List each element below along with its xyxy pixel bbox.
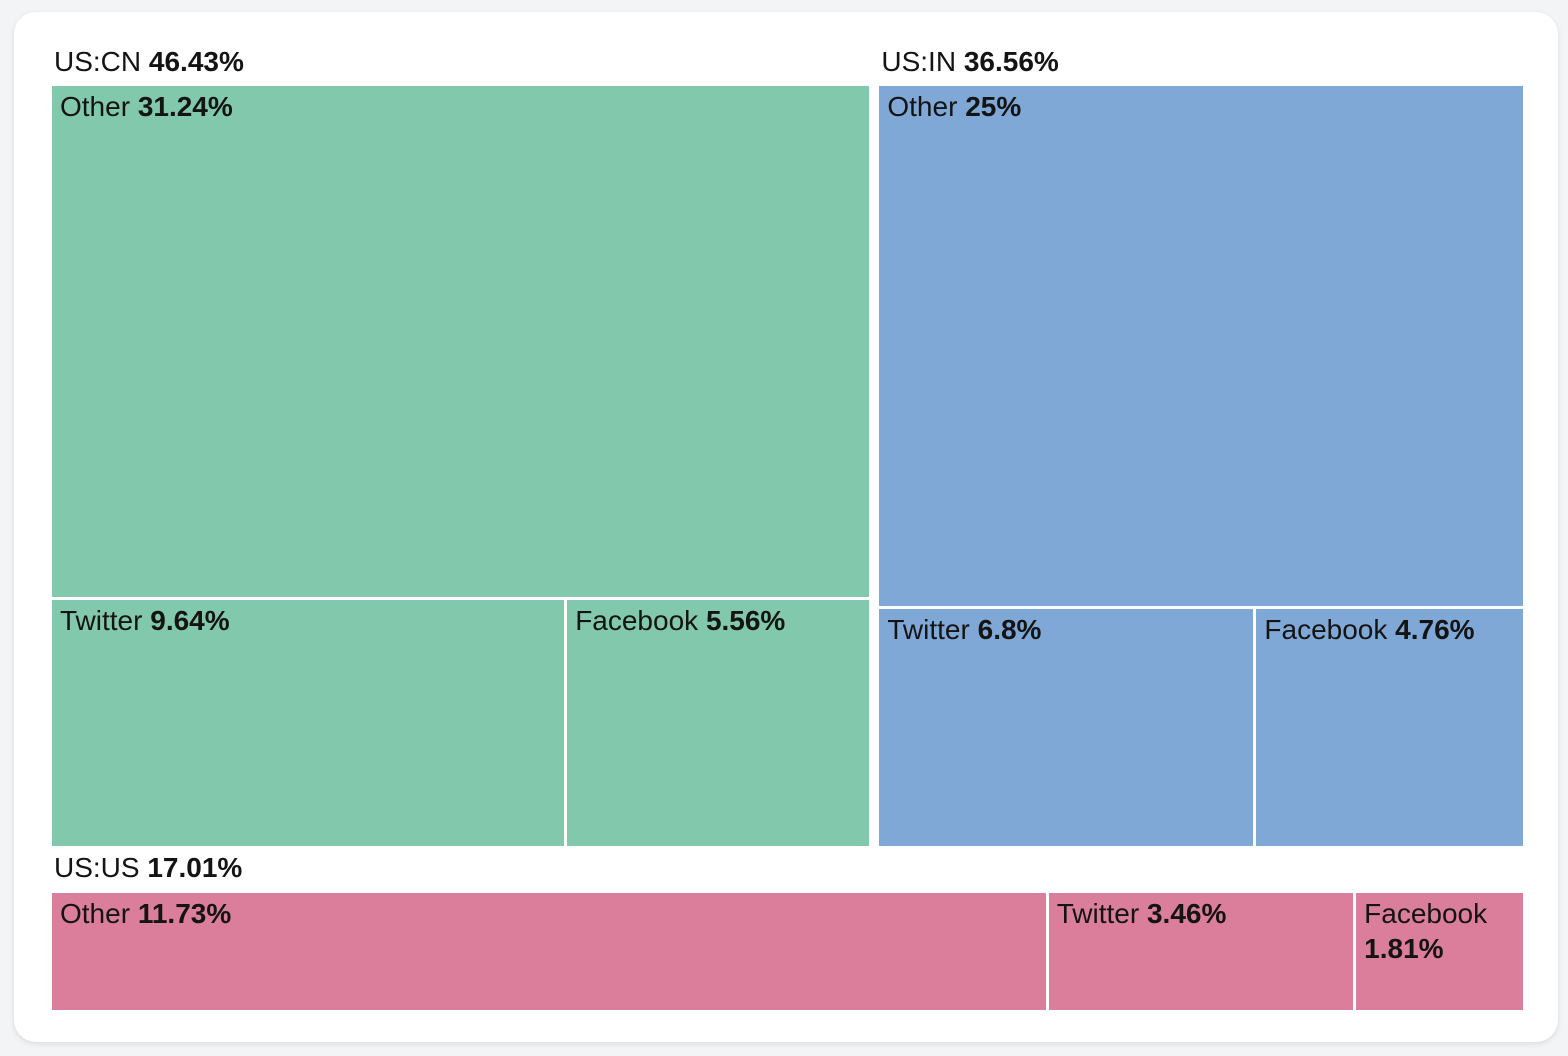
treemap-cell-us-in-other[interactable]: Other 25% bbox=[879, 86, 1523, 606]
group-header-us-us: US:US 17.01% bbox=[52, 846, 1523, 893]
group-percent: 17.01% bbox=[147, 852, 243, 884]
cell-percent: 4.76% bbox=[1395, 613, 1475, 645]
treemap-cell-us-us-facebook[interactable]: Facebook 1.81% bbox=[1356, 893, 1524, 1010]
group-percent: 36.56% bbox=[963, 48, 1059, 77]
cell-percent: 25% bbox=[965, 91, 1022, 122]
treemap-group-us-us: US:US 17.01% Other 11.73% Twitter 3.46% … bbox=[52, 846, 1524, 1010]
treemap-group-us-in: US:IN 36.56% Other 25% Twitter 6.8% bbox=[879, 48, 1523, 847]
group-header-us-cn: US:CN 46.43% bbox=[52, 48, 869, 86]
group-label: US:US bbox=[54, 852, 140, 884]
cell-percent: 11.73% bbox=[137, 898, 232, 930]
treemap-cell-us-us-twitter[interactable]: Twitter 3.46% bbox=[1048, 893, 1354, 1010]
group-subrow-us-in: Twitter 6.8% Facebook 4.76% bbox=[879, 608, 1523, 847]
treemap-top-row: US:CN 46.43% Other 31.24% Twitter 9.64% bbox=[52, 48, 1523, 847]
cell-label: Facebook bbox=[1264, 613, 1388, 645]
treemap-cell-us-cn-facebook[interactable]: Facebook 5.56% bbox=[567, 600, 870, 847]
cell-percent: 31.24% bbox=[137, 91, 233, 122]
group-rect-us-in: Other 25% Twitter 6.8% Facebook 4.76% bbox=[879, 86, 1523, 847]
cell-percent: 6.8% bbox=[977, 613, 1042, 645]
group-rect-us-us: Other 11.73% Twitter 3.46% Facebook 1.81… bbox=[52, 893, 1524, 1010]
cell-percent: 5.56% bbox=[705, 605, 786, 637]
cell-percent: 3.46% bbox=[1146, 898, 1227, 930]
cell-label: Facebook bbox=[575, 605, 699, 637]
cell-label: Other bbox=[887, 91, 958, 122]
group-percent: 46.43% bbox=[148, 48, 244, 77]
group-label: US:IN bbox=[881, 48, 957, 77]
treemap-group-us-cn: US:CN 46.43% Other 31.24% Twitter 9.64% bbox=[52, 48, 870, 847]
chart-card: US:CN 46.43% Other 31.24% Twitter 9.64% bbox=[14, 12, 1558, 1042]
treemap-cell-us-cn-other[interactable]: Other 31.24% bbox=[52, 86, 870, 598]
cell-label: Other bbox=[60, 91, 131, 122]
cell-label: Facebook bbox=[1364, 898, 1488, 930]
treemap-cell-us-in-facebook[interactable]: Facebook 4.76% bbox=[1256, 608, 1523, 847]
group-subrow-us-cn: Twitter 9.64% Facebook 5.56% bbox=[52, 600, 870, 847]
cell-label: Twitter bbox=[887, 613, 970, 645]
treemap-cell-us-cn-twitter[interactable]: Twitter 9.64% bbox=[52, 600, 565, 847]
treemap-cell-us-in-twitter[interactable]: Twitter 6.8% bbox=[879, 608, 1254, 847]
cell-percent: 9.64% bbox=[150, 605, 230, 637]
group-label: US:CN bbox=[54, 48, 142, 77]
treemap: US:CN 46.43% Other 31.24% Twitter 9.64% bbox=[52, 48, 1524, 1010]
treemap-cell-us-us-other[interactable]: Other 11.73% bbox=[52, 893, 1046, 1010]
cell-percent: 1.81% bbox=[1364, 933, 1444, 965]
cell-label: Twitter bbox=[1056, 898, 1140, 930]
group-rect-us-cn: Other 31.24% Twitter 9.64% Facebook 5.56… bbox=[52, 86, 870, 847]
group-header-us-in: US:IN 36.56% bbox=[879, 48, 1523, 86]
cell-label: Twitter bbox=[60, 605, 143, 637]
cell-label: Other bbox=[60, 898, 131, 930]
